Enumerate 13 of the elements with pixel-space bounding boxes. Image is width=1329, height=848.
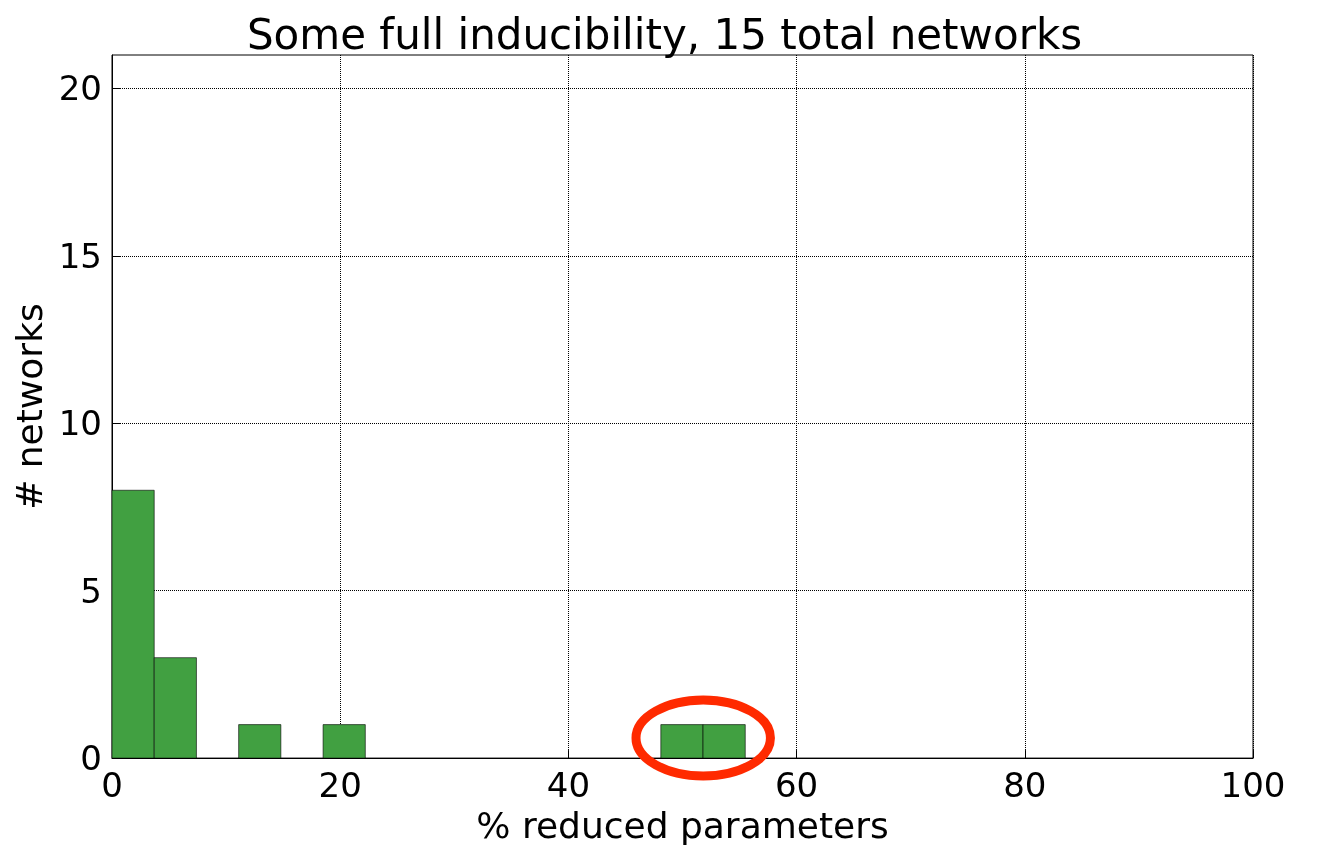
x-axis-title: % reduced parameters xyxy=(476,804,889,846)
y-tick-label: 15 xyxy=(58,235,102,276)
y-tick-label: 20 xyxy=(58,68,102,109)
x-tick-label: 80 xyxy=(1003,765,1047,806)
chart-title: Some full inducibility, 15 total networks xyxy=(246,9,1083,59)
x-tick-label: 20 xyxy=(318,765,362,806)
x-tick-label: 100 xyxy=(1220,765,1286,806)
y-tick-label: 0 xyxy=(80,738,102,779)
y-axis-title: # networks xyxy=(9,303,51,510)
x-tick-label: 40 xyxy=(546,765,591,806)
x-tick-label: 60 xyxy=(774,765,819,806)
y-tick-label: 5 xyxy=(80,570,102,611)
y-tick-label: 10 xyxy=(58,403,102,444)
